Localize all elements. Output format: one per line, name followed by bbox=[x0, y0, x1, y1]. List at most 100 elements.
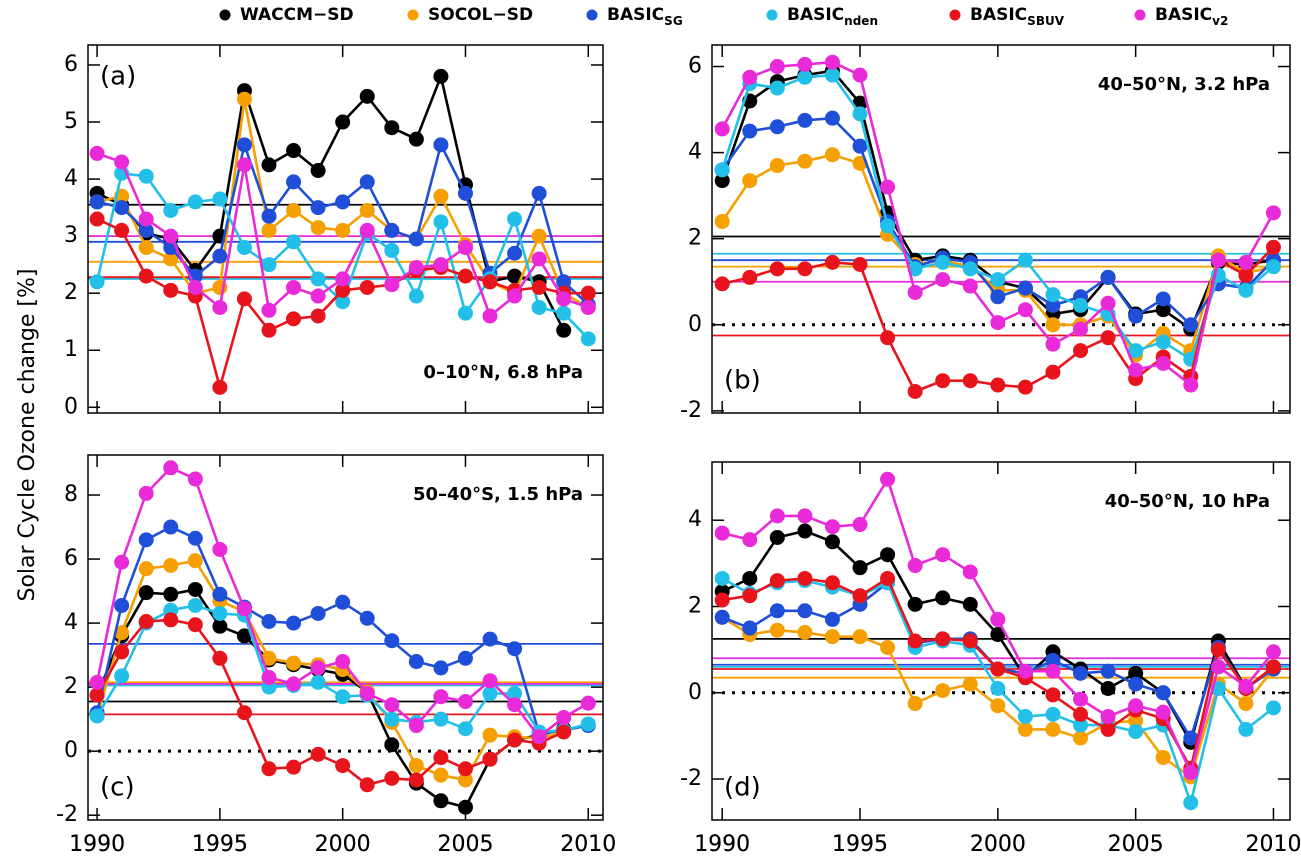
data-point bbox=[187, 597, 203, 613]
data-point bbox=[433, 188, 449, 204]
data-point bbox=[335, 271, 351, 287]
data-point bbox=[824, 147, 840, 163]
x-tick-label: 2010 bbox=[560, 832, 616, 857]
data-point bbox=[163, 612, 179, 628]
y-tick-label: 0 bbox=[64, 738, 78, 763]
x-tick-label: 2005 bbox=[437, 832, 493, 857]
x-tick-label: 2000 bbox=[315, 832, 371, 857]
data-point bbox=[1100, 708, 1116, 724]
data-point bbox=[408, 654, 424, 670]
data-point bbox=[433, 711, 449, 727]
data-point bbox=[742, 588, 758, 604]
data-point bbox=[310, 271, 326, 287]
data-point bbox=[408, 260, 424, 276]
data-point bbox=[1210, 252, 1226, 268]
data-point bbox=[742, 123, 758, 139]
y-tick-label: 0 bbox=[688, 680, 702, 705]
data-point bbox=[408, 718, 424, 734]
data-point bbox=[1238, 254, 1254, 270]
data-point bbox=[962, 278, 978, 294]
data-point bbox=[962, 633, 978, 649]
data-point bbox=[880, 471, 896, 487]
panel-label: (d) bbox=[724, 773, 761, 803]
data-point bbox=[1045, 721, 1061, 737]
data-point bbox=[531, 729, 547, 745]
data-point bbox=[742, 532, 758, 548]
data-point bbox=[556, 710, 572, 726]
data-point bbox=[1265, 700, 1281, 716]
y-tick-label: 2 bbox=[688, 226, 702, 251]
plot-frame bbox=[87, 454, 604, 821]
data-point bbox=[742, 69, 758, 85]
data-point bbox=[1100, 680, 1116, 696]
data-point bbox=[1238, 696, 1254, 712]
data-point bbox=[89, 708, 105, 724]
data-point bbox=[212, 586, 228, 602]
data-point bbox=[433, 793, 449, 809]
data-point bbox=[962, 373, 978, 389]
data-point bbox=[1073, 321, 1089, 337]
data-point bbox=[286, 655, 302, 671]
data-point bbox=[408, 131, 424, 147]
data-point bbox=[433, 750, 449, 766]
data-point bbox=[824, 54, 840, 70]
data-point bbox=[797, 508, 813, 524]
data-point bbox=[962, 564, 978, 580]
data-point bbox=[797, 69, 813, 85]
data-point bbox=[580, 331, 596, 347]
data-point bbox=[1265, 659, 1281, 675]
data-point bbox=[187, 530, 203, 546]
data-point bbox=[1183, 795, 1199, 811]
plot-frame bbox=[87, 44, 604, 414]
data-point bbox=[457, 305, 473, 321]
data-point bbox=[212, 541, 228, 557]
data-point bbox=[797, 153, 813, 169]
legend-marker bbox=[949, 9, 961, 21]
data-point bbox=[457, 268, 473, 284]
data-point bbox=[187, 617, 203, 633]
x-tick-label: 2005 bbox=[437, 832, 493, 857]
data-point bbox=[880, 570, 896, 586]
data-point bbox=[1155, 685, 1171, 701]
data-point bbox=[907, 284, 923, 300]
data-point bbox=[797, 56, 813, 72]
data-point bbox=[852, 560, 868, 576]
data-point bbox=[1128, 676, 1144, 692]
data-point bbox=[714, 525, 730, 541]
data-point bbox=[1045, 287, 1061, 303]
data-point bbox=[1017, 302, 1033, 318]
data-point bbox=[769, 80, 785, 96]
data-point bbox=[1238, 282, 1254, 298]
x-tick-label: 1995 bbox=[192, 832, 248, 857]
data-point bbox=[163, 202, 179, 218]
data-point bbox=[1100, 721, 1116, 737]
data-point bbox=[187, 471, 203, 487]
data-point bbox=[824, 611, 840, 627]
data-point bbox=[1155, 334, 1171, 350]
data-point bbox=[261, 670, 277, 686]
data-point bbox=[286, 676, 302, 692]
data-point bbox=[138, 211, 154, 227]
data-point bbox=[580, 716, 596, 732]
data-point bbox=[138, 168, 154, 184]
data-point bbox=[907, 696, 923, 712]
data-point bbox=[531, 228, 547, 244]
legend-subscript: v2 bbox=[1212, 14, 1228, 28]
x-tick-label: 2000 bbox=[315, 832, 371, 857]
data-point bbox=[384, 737, 400, 753]
data-point bbox=[907, 558, 923, 574]
data-point bbox=[990, 680, 1006, 696]
data-point bbox=[261, 157, 277, 173]
data-point bbox=[852, 588, 868, 604]
data-point bbox=[384, 770, 400, 786]
x-tick-label: 1990 bbox=[694, 832, 750, 857]
data-point bbox=[138, 240, 154, 256]
panel-annotation: 50–40°S, 1.5 hPa bbox=[413, 484, 583, 505]
data-point bbox=[1073, 706, 1089, 722]
y-tick-label: -2 bbox=[680, 766, 702, 791]
data-point bbox=[433, 137, 449, 153]
data-point bbox=[742, 570, 758, 586]
panel-label: (a) bbox=[100, 62, 136, 92]
data-point bbox=[261, 208, 277, 224]
data-point bbox=[1045, 687, 1061, 703]
